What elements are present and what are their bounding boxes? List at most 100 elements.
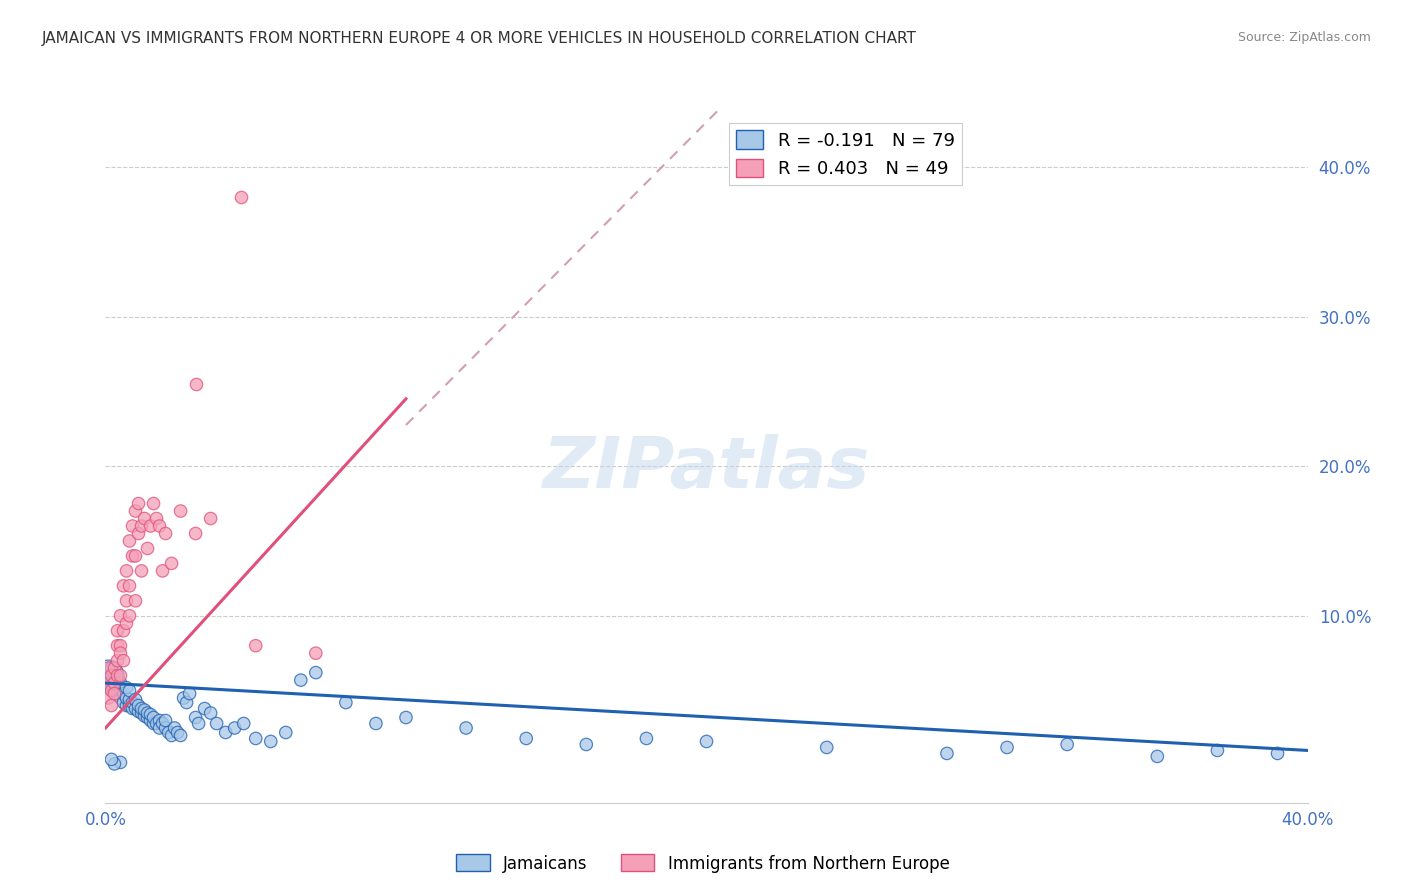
Point: [124, 701, 146, 715]
Point: [160, 729, 183, 743]
Point: [936, 747, 959, 761]
Point: [232, 716, 254, 731]
Point: [121, 549, 143, 563]
Point: [107, 676, 129, 690]
Point: [395, 710, 418, 724]
Point: [118, 579, 141, 593]
Point: [112, 654, 135, 668]
Point: [97, 661, 120, 675]
Point: [118, 608, 141, 623]
Point: [1146, 749, 1168, 764]
Legend: Jamaicans, Immigrants from Northern Europe: Jamaicans, Immigrants from Northern Euro…: [450, 847, 956, 880]
Point: [115, 594, 138, 608]
Point: [184, 710, 207, 724]
Point: [1206, 743, 1229, 757]
Point: [128, 705, 150, 719]
Point: [194, 701, 217, 715]
Point: [157, 725, 180, 739]
Point: [110, 676, 132, 690]
Point: [124, 692, 146, 706]
Point: [169, 729, 191, 743]
Point: [290, 673, 312, 687]
Point: [173, 691, 195, 706]
Point: [515, 731, 537, 746]
Point: [110, 756, 132, 770]
Legend: R = -0.191   N = 79, R = 0.403   N = 49: R = -0.191 N = 79, R = 0.403 N = 49: [728, 123, 962, 186]
Point: [155, 721, 177, 735]
Point: [110, 646, 132, 660]
Point: [152, 716, 174, 731]
Point: [131, 564, 153, 578]
Point: [103, 668, 125, 682]
Point: [118, 698, 141, 713]
Text: Source: ZipAtlas.com: Source: ZipAtlas.com: [1237, 31, 1371, 45]
Point: [134, 703, 156, 717]
Point: [184, 376, 207, 391]
Point: [145, 716, 167, 731]
Point: [245, 731, 267, 746]
Point: [142, 716, 165, 731]
Point: [97, 668, 120, 682]
Point: [163, 721, 186, 735]
Point: [454, 721, 477, 735]
Point: [100, 752, 122, 766]
Point: [139, 714, 162, 728]
Point: [107, 654, 129, 668]
Point: [995, 740, 1018, 755]
Point: [124, 549, 146, 563]
Point: [128, 698, 150, 713]
Point: [200, 511, 222, 525]
Point: [103, 756, 125, 771]
Text: ZIPatlas: ZIPatlas: [543, 434, 870, 503]
Point: [224, 721, 246, 735]
Point: [110, 639, 132, 653]
Point: [696, 734, 718, 748]
Point: [260, 734, 283, 748]
Point: [145, 511, 167, 525]
Point: [100, 698, 122, 713]
Point: [107, 668, 129, 682]
Point: [110, 608, 132, 623]
Point: [134, 511, 156, 525]
Point: [97, 676, 120, 690]
Point: [100, 668, 122, 682]
Point: [148, 721, 170, 735]
Point: [176, 696, 198, 710]
Point: [148, 519, 170, 533]
Point: [335, 696, 357, 710]
Point: [121, 519, 143, 533]
Point: [160, 557, 183, 571]
Point: [305, 646, 328, 660]
Point: [245, 639, 267, 653]
Point: [136, 710, 159, 724]
Point: [152, 564, 174, 578]
Point: [131, 519, 153, 533]
Point: [115, 564, 138, 578]
Point: [100, 683, 122, 698]
Point: [107, 687, 129, 701]
Point: [121, 696, 143, 710]
Point: [107, 639, 129, 653]
Point: [364, 716, 387, 731]
Point: [115, 698, 138, 713]
Point: [166, 725, 188, 739]
Point: [205, 716, 228, 731]
Point: [115, 681, 138, 695]
Point: [115, 691, 138, 706]
Point: [128, 526, 150, 541]
Point: [118, 683, 141, 698]
Point: [112, 696, 135, 710]
Point: [112, 687, 135, 701]
Point: [110, 668, 132, 682]
Point: [128, 497, 150, 511]
Point: [118, 692, 141, 706]
Point: [112, 624, 135, 638]
Point: [200, 706, 222, 720]
Point: [124, 594, 146, 608]
Point: [134, 709, 156, 723]
Text: JAMAICAN VS IMMIGRANTS FROM NORTHERN EUROPE 4 OR MORE VEHICLES IN HOUSEHOLD CORR: JAMAICAN VS IMMIGRANTS FROM NORTHERN EUR…: [42, 31, 917, 46]
Point: [107, 624, 129, 638]
Point: [155, 714, 177, 728]
Point: [107, 672, 129, 686]
Point: [103, 683, 125, 698]
